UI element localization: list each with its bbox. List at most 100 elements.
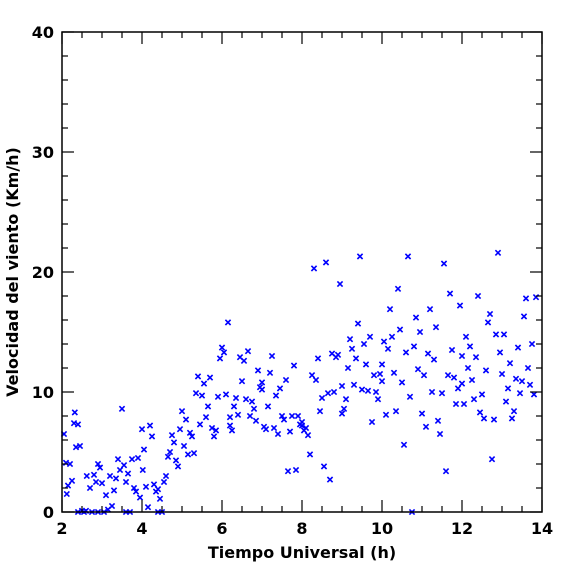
data-point xyxy=(530,391,538,398)
data-point xyxy=(226,414,234,421)
x-tick-label: 6 xyxy=(216,519,227,538)
data-point xyxy=(486,310,494,318)
data-point xyxy=(190,450,198,457)
data-point xyxy=(76,442,84,450)
data-point xyxy=(142,483,150,490)
data-point xyxy=(188,433,196,440)
data-point xyxy=(446,290,454,297)
data-point xyxy=(344,364,352,372)
data-point xyxy=(238,378,246,385)
data-point xyxy=(466,343,474,350)
data-point xyxy=(258,386,266,393)
data-point xyxy=(396,326,404,333)
data-point xyxy=(490,416,498,423)
data-point xyxy=(166,448,174,456)
data-point xyxy=(284,468,292,475)
data-point xyxy=(306,451,314,458)
data-point xyxy=(228,427,236,434)
data-point xyxy=(66,460,74,468)
data-point xyxy=(230,403,238,410)
data-point xyxy=(336,280,344,288)
data-point xyxy=(354,320,362,327)
data-point xyxy=(68,477,76,484)
data-point xyxy=(370,372,378,379)
data-point xyxy=(226,422,234,429)
data-point xyxy=(476,409,484,416)
x-tick-label: 8 xyxy=(296,519,307,538)
data-point xyxy=(212,427,220,434)
data-point xyxy=(520,313,528,320)
data-point xyxy=(346,336,354,343)
data-point xyxy=(116,466,124,474)
data-point xyxy=(376,370,384,378)
data-point xyxy=(208,424,216,432)
data-point xyxy=(224,319,232,326)
data-point xyxy=(532,294,540,301)
data-point xyxy=(222,391,230,398)
plot-frame xyxy=(61,31,543,513)
data-point xyxy=(162,472,170,480)
data-point xyxy=(340,405,348,412)
data-point xyxy=(462,333,470,340)
data-point xyxy=(480,415,488,422)
data-point xyxy=(234,411,242,418)
data-point xyxy=(216,355,224,362)
data-point xyxy=(402,349,410,356)
data-point xyxy=(436,430,444,438)
x-tick-label: 12 xyxy=(451,519,473,538)
data-point xyxy=(106,472,114,480)
data-point xyxy=(146,422,154,429)
data-point xyxy=(132,488,140,495)
data-point xyxy=(528,340,536,348)
data-point xyxy=(144,504,152,511)
data-point xyxy=(286,428,294,435)
data-point xyxy=(412,314,420,321)
data-point xyxy=(504,385,512,392)
data-point xyxy=(428,388,436,396)
data-point xyxy=(168,432,176,439)
data-point xyxy=(198,392,206,399)
data-point xyxy=(298,422,306,429)
data-point xyxy=(310,265,318,272)
data-point xyxy=(464,364,472,372)
data-point xyxy=(71,409,78,416)
data-point xyxy=(200,380,208,387)
data-point xyxy=(434,417,442,424)
data-point xyxy=(338,410,346,417)
data-point xyxy=(94,460,102,468)
data-point xyxy=(180,442,188,450)
data-point xyxy=(202,414,210,421)
data-point xyxy=(522,295,530,302)
data-point xyxy=(492,331,500,338)
data-point xyxy=(242,396,250,403)
data-point xyxy=(458,352,466,360)
data-point xyxy=(312,376,320,384)
data-point xyxy=(192,390,200,397)
data-point xyxy=(110,487,118,494)
data-point xyxy=(432,324,440,331)
data-point xyxy=(380,338,388,345)
data-point xyxy=(422,423,430,430)
data-point xyxy=(516,390,524,397)
data-point xyxy=(174,463,182,470)
data-point xyxy=(304,432,312,439)
data-point xyxy=(430,356,438,363)
y-tick-label: 30 xyxy=(32,143,54,162)
data-point xyxy=(374,396,382,403)
data-point xyxy=(382,411,390,418)
data-point xyxy=(184,451,192,458)
data-point xyxy=(136,494,144,501)
data-point xyxy=(156,495,164,502)
data-point xyxy=(176,426,184,433)
data-point xyxy=(148,433,156,440)
data-point xyxy=(140,446,148,453)
data-point xyxy=(510,408,518,415)
data-point xyxy=(124,470,132,477)
data-point xyxy=(484,319,492,326)
data-point xyxy=(288,412,296,420)
data-point xyxy=(404,253,412,260)
data-point xyxy=(122,478,130,486)
data-point xyxy=(400,441,408,448)
data-point xyxy=(134,454,142,462)
data-point xyxy=(206,374,214,381)
